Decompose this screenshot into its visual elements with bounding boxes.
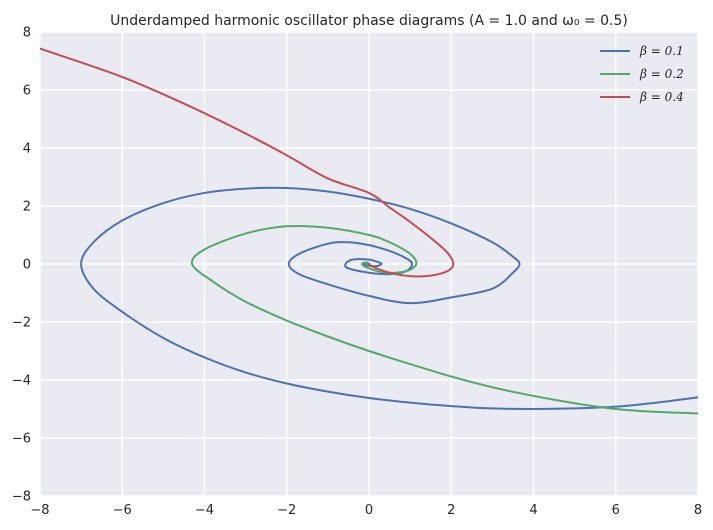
y-tick-label: 8 (23, 26, 31, 41)
x-tick-label: −4 (195, 503, 214, 518)
y-tick-label: −6 (12, 432, 31, 447)
x-tick-label: 4 (529, 503, 537, 518)
x-tick-label: 8 (694, 503, 702, 518)
x-tick-label: −8 (30, 503, 49, 518)
y-tick-labels: 8 6 4 2 0 −2 −4 −6 −8 (12, 26, 31, 505)
y-tick-label: −4 (12, 374, 31, 389)
y-tick-label: −8 (12, 490, 31, 505)
series-line-0-1 (80, 186, 698, 410)
x-tick-label: 6 (612, 503, 620, 518)
x-tick-label: 0 (365, 503, 373, 518)
x-tick-labels: −8 −6 −4 −2 0 2 4 6 8 (30, 503, 702, 518)
x-tick-label: −2 (277, 503, 296, 518)
legend: β = 0.1 β = 0.2 β = 0.4 (600, 44, 684, 104)
x-tick-label: −6 (113, 503, 132, 518)
y-tick-label: 0 (23, 258, 31, 273)
legend-label: β = 0.4 (639, 90, 684, 104)
x-tick-label: 2 (447, 503, 455, 518)
y-tick-label: 4 (23, 142, 31, 157)
series-line-0-2 (190, 224, 698, 415)
y-tick-label: 2 (23, 200, 31, 215)
y-tick-label: 6 (23, 84, 31, 99)
series-lines (40, 47, 698, 415)
chart-title: Underdamped harmonic oscillator phase di… (110, 13, 628, 29)
legend-label: β = 0.2 (639, 67, 684, 81)
legend-label: β = 0.1 (639, 44, 684, 58)
series-line-0-4 (40, 47, 455, 278)
y-tick-label: −2 (12, 316, 31, 331)
